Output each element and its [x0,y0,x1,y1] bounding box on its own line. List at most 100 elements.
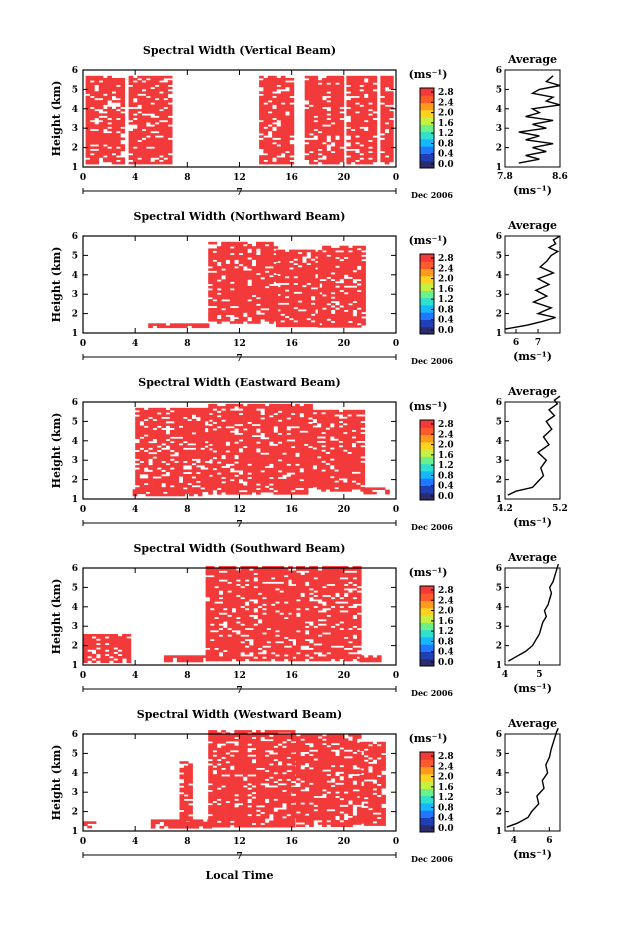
data-cell [372,91,378,94]
data-cell [303,412,309,416]
data-cell [247,445,252,449]
data-cell [225,248,231,251]
data-cell [209,652,215,655]
data-cell [159,148,164,152]
data-cell [128,75,134,79]
data-cell [325,434,331,437]
data-cell [372,155,378,158]
data-cell [352,276,358,280]
data-cell [251,250,257,254]
data-cell [315,304,320,308]
data-cell [216,489,222,493]
data-cell [159,82,164,85]
data-cell [260,274,266,278]
data-cell [223,592,228,596]
data-cell [347,442,352,446]
data-cell [216,277,222,280]
data-cell [229,310,235,313]
data-cell [247,312,252,315]
data-cell [139,407,145,411]
panel-title: Spectral Width (Northward Beam) [134,210,346,223]
data-cell [128,102,134,105]
data-cell [251,489,257,493]
data-cell [368,142,373,145]
data-cell [282,461,287,464]
data-cell [289,282,294,286]
data-cell [272,84,277,88]
data-cell [356,256,362,260]
data-cell [335,258,340,262]
data-cell [139,480,145,484]
data-cell [135,418,140,422]
data-cell [256,481,261,484]
y-tick-label: 5 [72,85,78,95]
data-cell [264,467,270,471]
data-cell [178,434,184,437]
data-cell [259,113,264,116]
data-cell [330,102,336,105]
data-cell [309,148,314,152]
data-cell [343,469,348,472]
data-cell [234,255,239,258]
data-cell [85,97,91,101]
data-cell [280,262,286,266]
data-cell [273,310,279,313]
data-cell [256,308,261,311]
data-cell [139,469,145,473]
data-cell [347,482,352,486]
data-cell [90,133,95,136]
data-cell [174,456,179,459]
data-cell [204,451,210,455]
data-cell [317,289,323,293]
data-cell [326,281,332,284]
data-cell [316,460,322,464]
data-cell [264,434,270,438]
data-cell [196,456,201,459]
data-cell [267,82,273,85]
data-cell [116,82,121,85]
data-cell [154,159,160,163]
data-cell [229,432,235,436]
data-cell [208,456,213,460]
data-cell [90,122,95,125]
data-cell [212,301,218,304]
data-cell [360,451,366,455]
data-cell [276,256,281,259]
data-cell [90,100,95,103]
y-tick-label: 2 [72,476,78,486]
data-cell [251,412,257,416]
data-cell [297,278,303,281]
data-cell [159,130,164,134]
data-cell [221,241,226,245]
data-cell [334,449,339,452]
data-cell [322,93,327,97]
data-cell [350,133,356,136]
data-cell [321,478,326,481]
data-cell [111,157,117,160]
data-cell [183,469,188,473]
data-cell [103,117,108,121]
data-cell [256,406,261,409]
data-cell [216,441,222,444]
data-cell [236,592,241,596]
data-cell [303,423,309,427]
data-cell [200,407,206,411]
data-cell [251,248,257,251]
data-cell [306,320,312,323]
data-cell [352,267,358,271]
data-cell [152,482,158,486]
data-cell [372,130,378,134]
colorbar-tick-label: 0.0 [438,160,454,170]
data-cell [321,447,326,450]
data-cell [214,636,219,640]
data-cell [272,93,277,97]
data-cell [263,89,269,92]
data-cell [223,619,228,622]
data-cell [148,410,153,413]
data-cell [302,313,307,317]
data-cell [308,467,313,471]
data-cell [360,464,366,468]
data-cell [209,634,215,637]
data-cell [280,142,286,145]
data-cell [260,305,266,309]
